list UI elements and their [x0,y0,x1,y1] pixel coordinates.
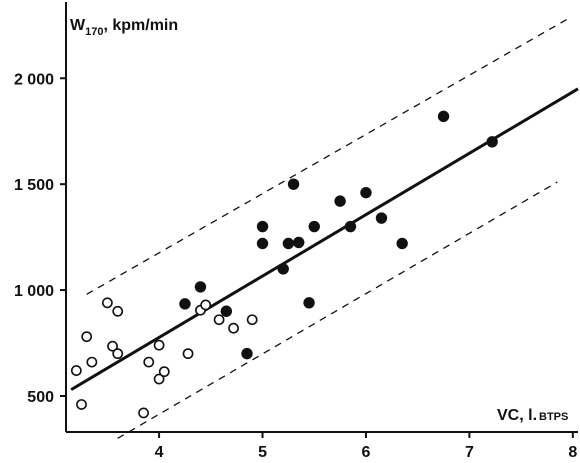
filled-data-point [303,297,315,309]
x-tick-label: 7 [465,444,474,461]
filled-data-point [241,347,253,360]
y-axis-title: W170, kpm/min [70,17,178,38]
data-points [70,110,498,419]
open-data-point [153,339,165,351]
x-tick-label: 5 [258,444,267,461]
x-axis-title: VC, l. BTPS [497,407,568,424]
filled-data-point [344,220,357,233]
open-data-point [107,340,118,352]
filled-data-point [179,298,191,310]
x-tick-label: 8 [568,444,577,461]
axis-ticks: 4 5 6 7 8 500 1 000 1 500 2 000 [14,71,577,461]
filled-data-point [256,237,269,250]
x-axis-title-main: VC, l. [497,407,537,424]
filled-data-point [396,237,408,250]
confidence-bound-line [86,18,568,295]
filled-data-point [308,220,320,233]
filled-data-point [360,186,372,199]
y-tick-label: 1 000 [14,283,54,300]
filled-data-point [486,136,498,148]
open-data-point [81,331,93,343]
filled-data-point [256,220,269,233]
filled-data-point [194,281,207,293]
open-data-point [246,314,258,326]
x-axis-title-small: BTPS [539,411,568,423]
open-data-point [153,373,165,385]
filled-data-point [277,263,289,275]
y-axis-title-rest: , kpm/min [103,17,178,34]
open-data-point [182,348,194,360]
filled-data-point [293,236,305,249]
open-data-point [213,314,225,326]
y-tick-label: 500 [27,389,54,406]
y-axis-title-subscript: 170 [85,26,103,38]
confidence-bound-line [117,181,558,439]
filled-data-point [437,110,450,123]
y-axis-title-main: W [70,17,86,34]
filled-data-point [334,195,346,207]
regression-line [70,87,579,391]
x-tick-label: 4 [155,444,164,461]
open-data-point [228,322,239,334]
open-data-point [112,305,124,317]
open-data-point [112,348,124,360]
filled-data-point [375,212,388,224]
open-data-point [138,407,149,419]
filled-data-point [282,237,295,250]
open-data-point [101,297,113,309]
filled-data-point [287,178,300,190]
open-data-point [76,399,87,410]
y-tick-label: 1 500 [14,177,54,194]
open-data-point [143,356,155,368]
open-data-point [200,299,212,311]
filled-data-point [220,305,233,317]
open-data-point [158,366,170,378]
open-data-point [86,356,98,368]
axes [65,2,578,433]
x-tick-label: 6 [362,444,371,461]
open-data-point [70,365,82,376]
y-tick-label: 2 000 [14,71,54,88]
regression-lines [70,18,579,439]
